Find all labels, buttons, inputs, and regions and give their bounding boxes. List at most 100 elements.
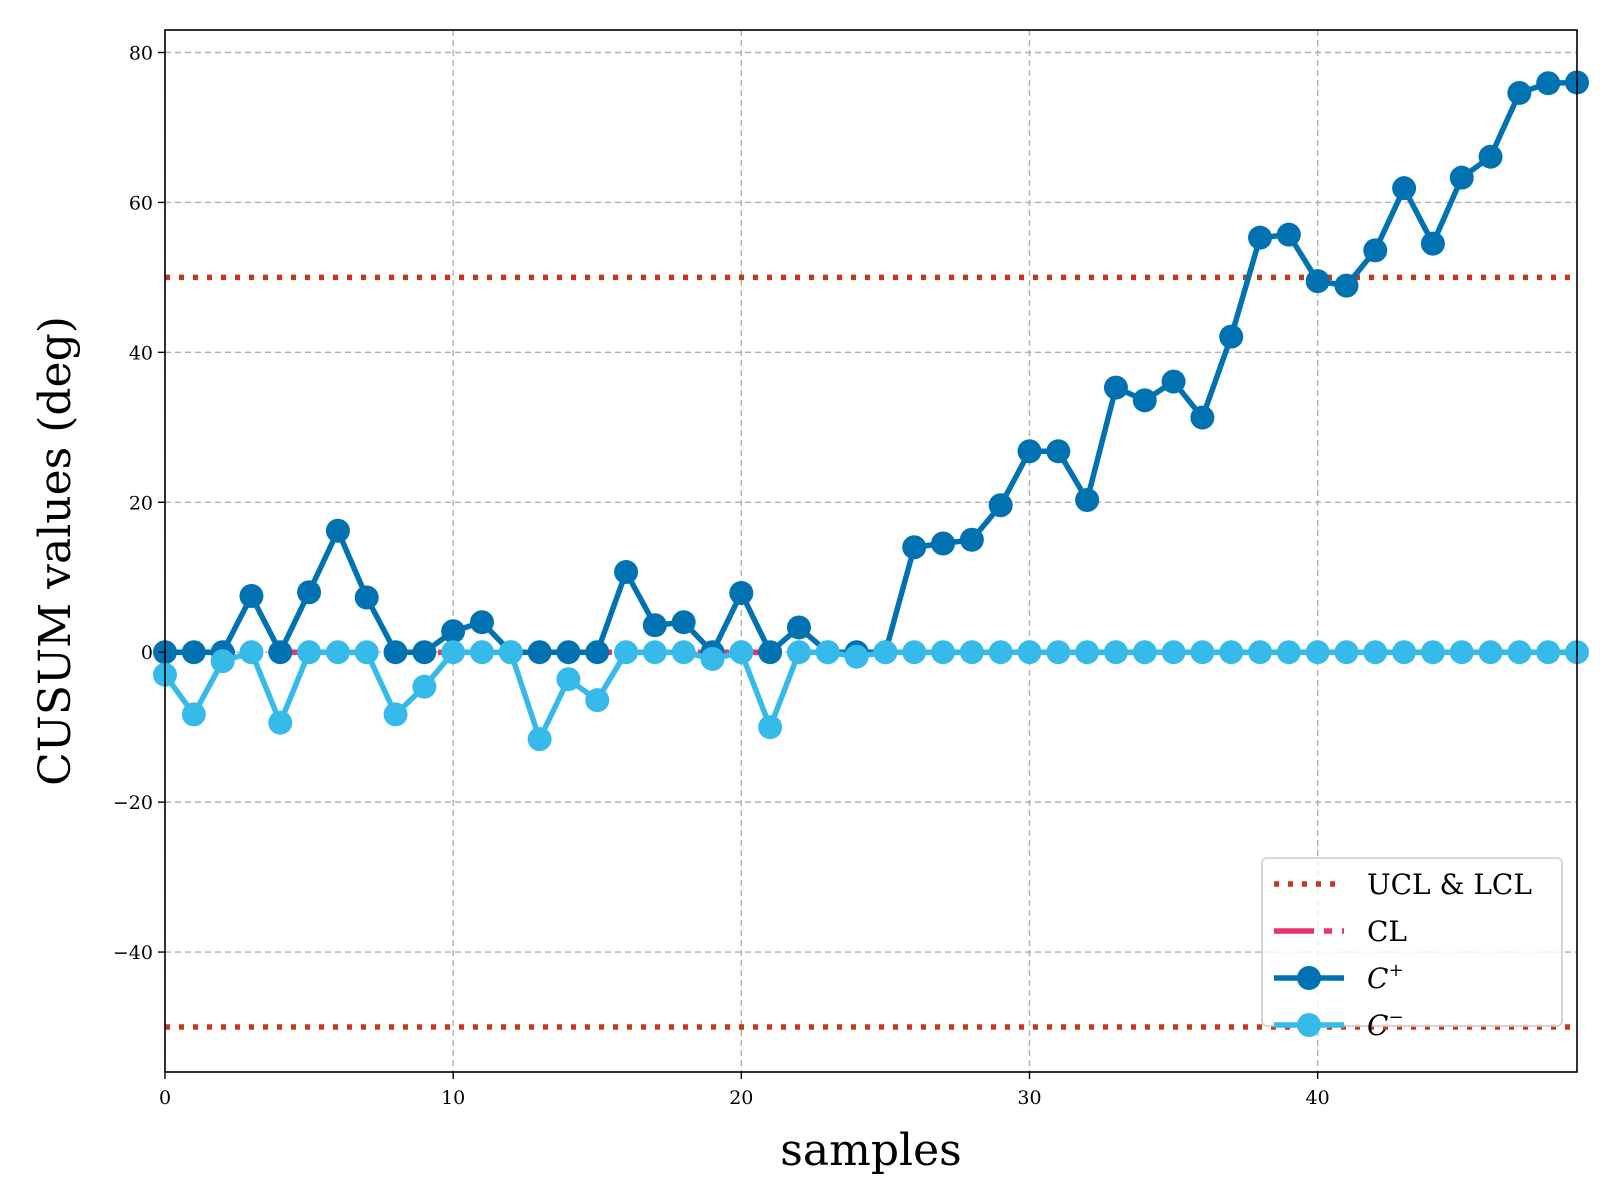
- data-point-c-minus: [873, 640, 898, 665]
- data-point-c-plus: [1334, 273, 1359, 298]
- legend-swatch-marker: [1297, 966, 1321, 990]
- data-point-c-plus: [1017, 439, 1042, 464]
- data-point-c-minus: [1219, 640, 1244, 665]
- data-point-c-plus: [268, 640, 293, 665]
- series-layer: [153, 70, 1589, 752]
- y-tick-label: 0: [141, 642, 153, 664]
- data-point-c-minus: [1507, 640, 1532, 665]
- data-point-c-minus: [441, 640, 466, 665]
- ticks: 0 10 20 30 40 −40 −20 0 20 40 60 80: [113, 42, 1330, 1109]
- legend-swatch-marker: [1297, 1013, 1321, 1037]
- series-line-c-plus: [165, 79, 1578, 655]
- data-point-c-plus: [527, 640, 552, 665]
- data-point-c-minus: [1334, 640, 1359, 665]
- data-point-c-plus: [1075, 488, 1100, 513]
- y-tick-label: 80: [129, 42, 153, 64]
- data-point-c-minus: [931, 640, 956, 665]
- data-point-c-minus: [729, 640, 754, 665]
- data-point-c-plus: [1449, 165, 1474, 190]
- data-point-c-plus: [671, 610, 696, 635]
- data-point-c-minus: [902, 640, 927, 665]
- data-point-c-minus: [383, 702, 408, 727]
- data-point-c-minus: [844, 644, 869, 669]
- data-point-c-plus: [239, 583, 264, 608]
- data-point-c-plus: [383, 640, 408, 665]
- data-point-c-plus: [354, 585, 379, 610]
- data-point-c-minus: [1392, 640, 1417, 665]
- data-point-c-minus: [181, 702, 206, 727]
- data-point-c-plus: [412, 640, 437, 665]
- data-point-c-plus: [1392, 176, 1417, 201]
- x-tick-label: 20: [729, 1087, 753, 1109]
- data-point-c-plus: [441, 619, 466, 644]
- data-point-c-minus: [1075, 640, 1100, 665]
- data-point-c-minus: [642, 640, 667, 665]
- data-point-c-plus: [729, 580, 754, 605]
- series-line-c-minus: [162, 649, 1577, 742]
- data-point-c-plus: [1420, 231, 1445, 256]
- y-tick-label: −20: [113, 792, 153, 814]
- data-point-c-plus: [642, 613, 667, 638]
- data-point-c-plus: [1132, 388, 1157, 413]
- data-point-c-minus: [786, 640, 811, 665]
- legend-label: UCL & LCL: [1367, 868, 1532, 901]
- data-point-c-minus: [585, 688, 610, 713]
- data-point-c-plus: [988, 493, 1013, 518]
- data-point-c-plus: [1190, 405, 1215, 430]
- data-point-c-plus: [325, 518, 350, 543]
- data-point-c-minus: [1103, 640, 1128, 665]
- data-point-c-minus: [614, 640, 639, 665]
- data-point-c-minus: [1248, 640, 1273, 665]
- data-point-c-minus: [527, 727, 552, 752]
- data-point-c-plus: [1478, 144, 1503, 169]
- data-point-c-plus: [1161, 369, 1186, 394]
- data-point-c-plus: [1248, 225, 1273, 250]
- data-point-c-plus: [931, 531, 956, 556]
- data-point-c-minus: [1190, 640, 1215, 665]
- data-point-c-minus: [1161, 640, 1186, 665]
- legend-label: C−: [1367, 1007, 1404, 1042]
- data-point-c-plus: [1363, 238, 1388, 263]
- data-point-c-minus: [1305, 640, 1330, 665]
- data-point-c-minus: [239, 640, 264, 665]
- x-axis-title: samples: [780, 1125, 961, 1176]
- data-point-c-minus: [959, 640, 984, 665]
- data-point-c-plus: [614, 559, 639, 584]
- data-point-c-minus: [988, 640, 1013, 665]
- data-point-c-minus: [1536, 640, 1561, 665]
- data-point-c-minus: [556, 667, 581, 692]
- data-point-c-minus: [1478, 640, 1503, 665]
- data-point-c-minus: [1276, 640, 1301, 665]
- x-tick-label: 30: [1017, 1087, 1041, 1109]
- data-point-c-minus: [354, 640, 379, 665]
- data-point-c-minus: [325, 640, 350, 665]
- data-point-c-minus: [1132, 640, 1157, 665]
- data-point-c-minus: [412, 674, 437, 699]
- y-axis-title: CUSUM values (deg): [30, 316, 81, 786]
- legend-label: C+: [1367, 960, 1404, 995]
- x-tick-label: 40: [1306, 1087, 1330, 1109]
- y-tick-label: 20: [129, 492, 153, 514]
- data-point-c-plus: [1305, 269, 1330, 294]
- data-point-c-minus: [1017, 640, 1042, 665]
- data-point-c-plus: [1507, 80, 1532, 105]
- data-point-c-minus: [1449, 640, 1474, 665]
- y-tick-label: −40: [113, 942, 153, 964]
- data-point-c-plus: [556, 640, 581, 665]
- data-point-c-plus: [1219, 324, 1244, 349]
- data-point-c-plus: [585, 640, 610, 665]
- legend-label-superscript: −: [1388, 1007, 1403, 1028]
- data-point-c-plus: [1103, 375, 1128, 400]
- legend-box: [1261, 857, 1563, 1027]
- legend-label-superscript: +: [1388, 960, 1403, 981]
- data-point-c-minus: [297, 640, 322, 665]
- data-point-c-plus: [758, 640, 783, 665]
- data-point-c-plus: [181, 640, 206, 665]
- y-tick-label: 60: [129, 192, 153, 214]
- data-point-c-plus: [1536, 71, 1561, 96]
- legend-label-main: C: [1367, 962, 1388, 995]
- y-tick-label: 40: [129, 342, 153, 364]
- data-point-c-plus: [469, 610, 494, 635]
